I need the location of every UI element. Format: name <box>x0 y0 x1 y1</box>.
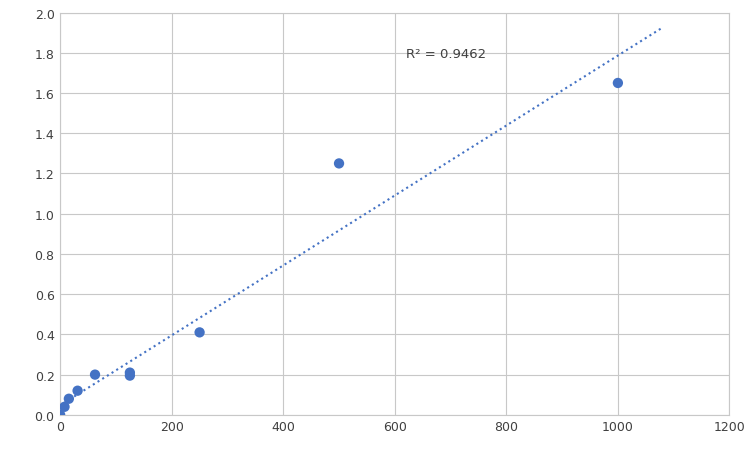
Point <box>193 329 205 336</box>
Point <box>71 387 83 395</box>
Point <box>89 371 101 378</box>
Point <box>333 161 345 168</box>
Point <box>63 395 75 402</box>
Point <box>124 369 136 377</box>
Point <box>612 80 624 87</box>
Text: R² = 0.9462: R² = 0.9462 <box>406 48 486 60</box>
Point <box>124 372 136 379</box>
Point <box>54 411 66 419</box>
Point <box>59 403 71 410</box>
